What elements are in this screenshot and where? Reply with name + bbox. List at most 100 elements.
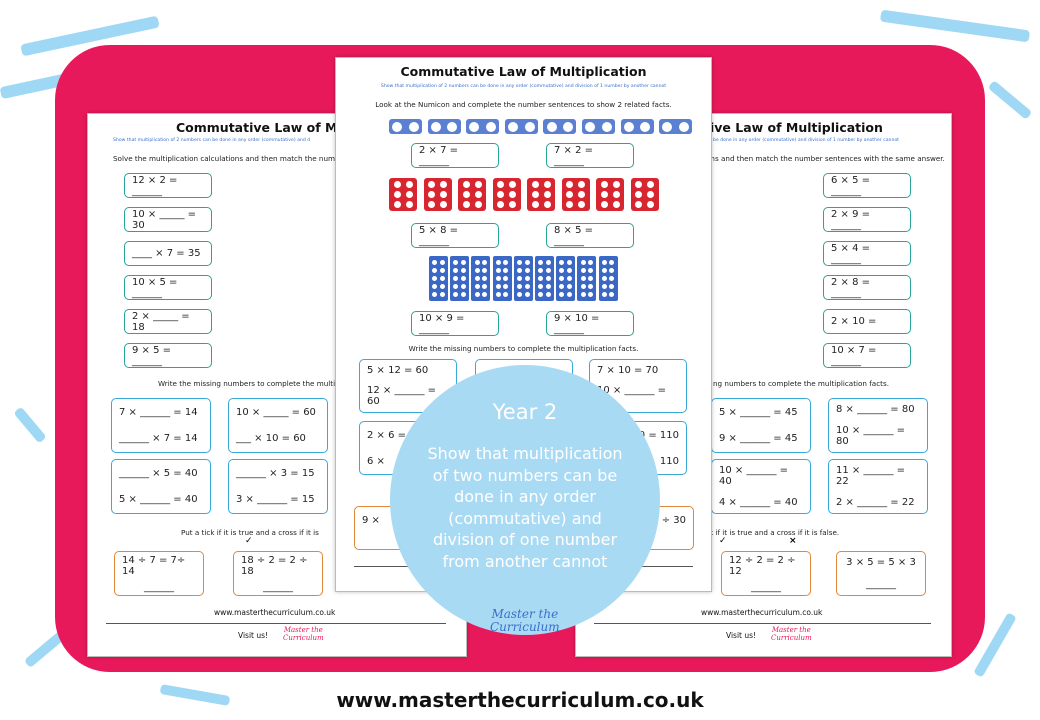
numicon-hole — [524, 259, 530, 265]
numicon — [427, 119, 461, 134]
equation: 5 × 8 = ______ — [419, 224, 459, 247]
sheet-subtitle: Show that multiplication of 2 numbers ca… — [380, 84, 667, 89]
equation: 5 × 12 = 60 — [367, 364, 429, 376]
numicon — [492, 256, 512, 301]
numicon-hole — [460, 267, 466, 273]
numicon-hole — [393, 181, 401, 189]
numicon-hole — [662, 121, 673, 132]
divider — [594, 623, 931, 624]
numicon-hole — [546, 121, 557, 132]
numicon-hole — [609, 259, 615, 265]
numicon-hole — [439, 275, 445, 281]
true-false-box: 3 × 5 = 5 × 3 ______ — [836, 551, 926, 596]
equation: 9 × ______ = 45 — [719, 433, 798, 445]
missing-box: 10 × ______ = 40 4 × ______ = 40 — [711, 459, 811, 514]
match-box: 2 × 9 = ______ — [823, 207, 911, 232]
tick-cross: ✓ — [719, 536, 727, 546]
equation: 2 × 8 = ______ — [831, 276, 871, 299]
numicon-hole — [432, 275, 438, 281]
match-box: 6 × 5 = ______ — [823, 173, 911, 198]
equation: 7 × ______ = 14 — [119, 406, 198, 418]
numicon-hole — [460, 259, 466, 265]
numicon — [513, 256, 533, 301]
tick-cross: × — [789, 536, 797, 546]
fact-box: 10 × 9 = ______ — [411, 311, 499, 336]
numicon-hole — [585, 121, 596, 132]
numicon-hole — [678, 121, 689, 132]
missing-box: 10 × _____ = 60 ___ × 10 = 60 — [228, 398, 328, 453]
numicon-hole — [601, 292, 607, 298]
numicon-hole — [566, 292, 572, 298]
numicon-hole — [474, 190, 482, 198]
numicon-hole — [482, 275, 488, 281]
sheet-subtitle: Show that multiplication of 2 numbers ca… — [113, 138, 311, 143]
equation: 6 × — [367, 455, 385, 467]
numicon-hole — [474, 267, 480, 273]
numicon-hole — [601, 267, 607, 273]
missing-box: 7 × ______ = 14 ______ × 7 = 14 — [111, 398, 211, 453]
numicon — [630, 178, 659, 211]
statement: ______ — [144, 581, 174, 593]
numicon — [458, 178, 486, 211]
numicon-hole — [517, 267, 523, 273]
numicon-hole — [428, 190, 435, 198]
equation: 10 × 9 = ______ — [419, 312, 465, 335]
numicon-hole — [588, 267, 594, 273]
numicon-hole — [647, 190, 654, 198]
numicon-hole — [482, 292, 488, 298]
numicon — [659, 119, 693, 134]
numicon-hole — [524, 267, 530, 273]
match-box: 2 × 10 = — [823, 309, 911, 334]
equation: 2 × 9 = ______ — [831, 208, 871, 231]
equation: ______ × 3 = 15 — [236, 467, 315, 479]
numicon-hole — [566, 200, 573, 208]
numicon-hole — [566, 181, 573, 189]
equation: 9 × 5 = ______ — [132, 344, 172, 367]
numicon-hole — [647, 181, 654, 189]
statement: ______ — [263, 581, 293, 593]
equation: 6 × 5 = ______ — [831, 174, 871, 197]
numicon-hole — [508, 121, 519, 132]
sheet-url: www.masterthecurriculum.co.uk — [214, 608, 336, 617]
numicon-hole — [578, 200, 585, 208]
equation: 2 × 7 = ______ — [419, 144, 459, 167]
numicon-hole — [543, 181, 551, 189]
numicon-hole — [588, 292, 594, 298]
numicon-hole — [509, 190, 516, 198]
equation: 2 × 10 = — [831, 316, 877, 327]
equation: ______ × 7 = 14 — [119, 433, 198, 445]
equation: 2 × 6 = — [367, 429, 407, 441]
numicon-hole — [432, 259, 438, 265]
numicon-hole — [600, 190, 608, 198]
statement: 18 ÷ 2 = 2 ÷ 18 — [241, 554, 308, 577]
decoration — [13, 406, 47, 444]
numicon-hole — [578, 190, 585, 198]
fact-box: 5 × 8 = ______ — [411, 223, 499, 248]
match-box: 12 × 2 = ______ — [124, 173, 212, 198]
numicon-hole — [462, 200, 470, 208]
numicon-hole — [545, 284, 551, 290]
equation: 8 × 5 = ______ — [554, 224, 594, 247]
statement: 12 ÷ 2 = 2 ÷ 12 — [729, 554, 796, 577]
numicon-hole — [559, 284, 565, 290]
numicon-hole — [543, 190, 551, 198]
equation: 10 × ______ = 80 — [836, 425, 906, 447]
numicon-hole — [432, 267, 438, 273]
numicon-hole — [609, 267, 615, 273]
fact-box: 9 × 10 = ______ — [546, 311, 634, 336]
missing-box: 11 × ______ = 22 2 × ______ = 22 — [828, 459, 928, 514]
badge-circle — [390, 365, 660, 635]
numicon-hole — [474, 200, 482, 208]
numicon-hole — [432, 292, 438, 298]
equation: ____ × 7 = 35 — [132, 248, 201, 259]
numicon-hole — [601, 275, 607, 281]
numicon-hole — [509, 200, 516, 208]
sheet-title: Commutative Law of Multiplication — [400, 64, 647, 79]
numicon-hole — [392, 121, 403, 132]
equation: 10 × ______ = 40 — [719, 465, 789, 487]
numicon-hole — [580, 259, 586, 265]
numicon-hole — [612, 200, 620, 208]
instruction: Look at the Numicon and complete the num… — [375, 100, 672, 109]
numicon-hole — [453, 267, 459, 273]
true-false-box: 18 ÷ 2 = 2 ÷ 18 ______ — [233, 551, 323, 596]
